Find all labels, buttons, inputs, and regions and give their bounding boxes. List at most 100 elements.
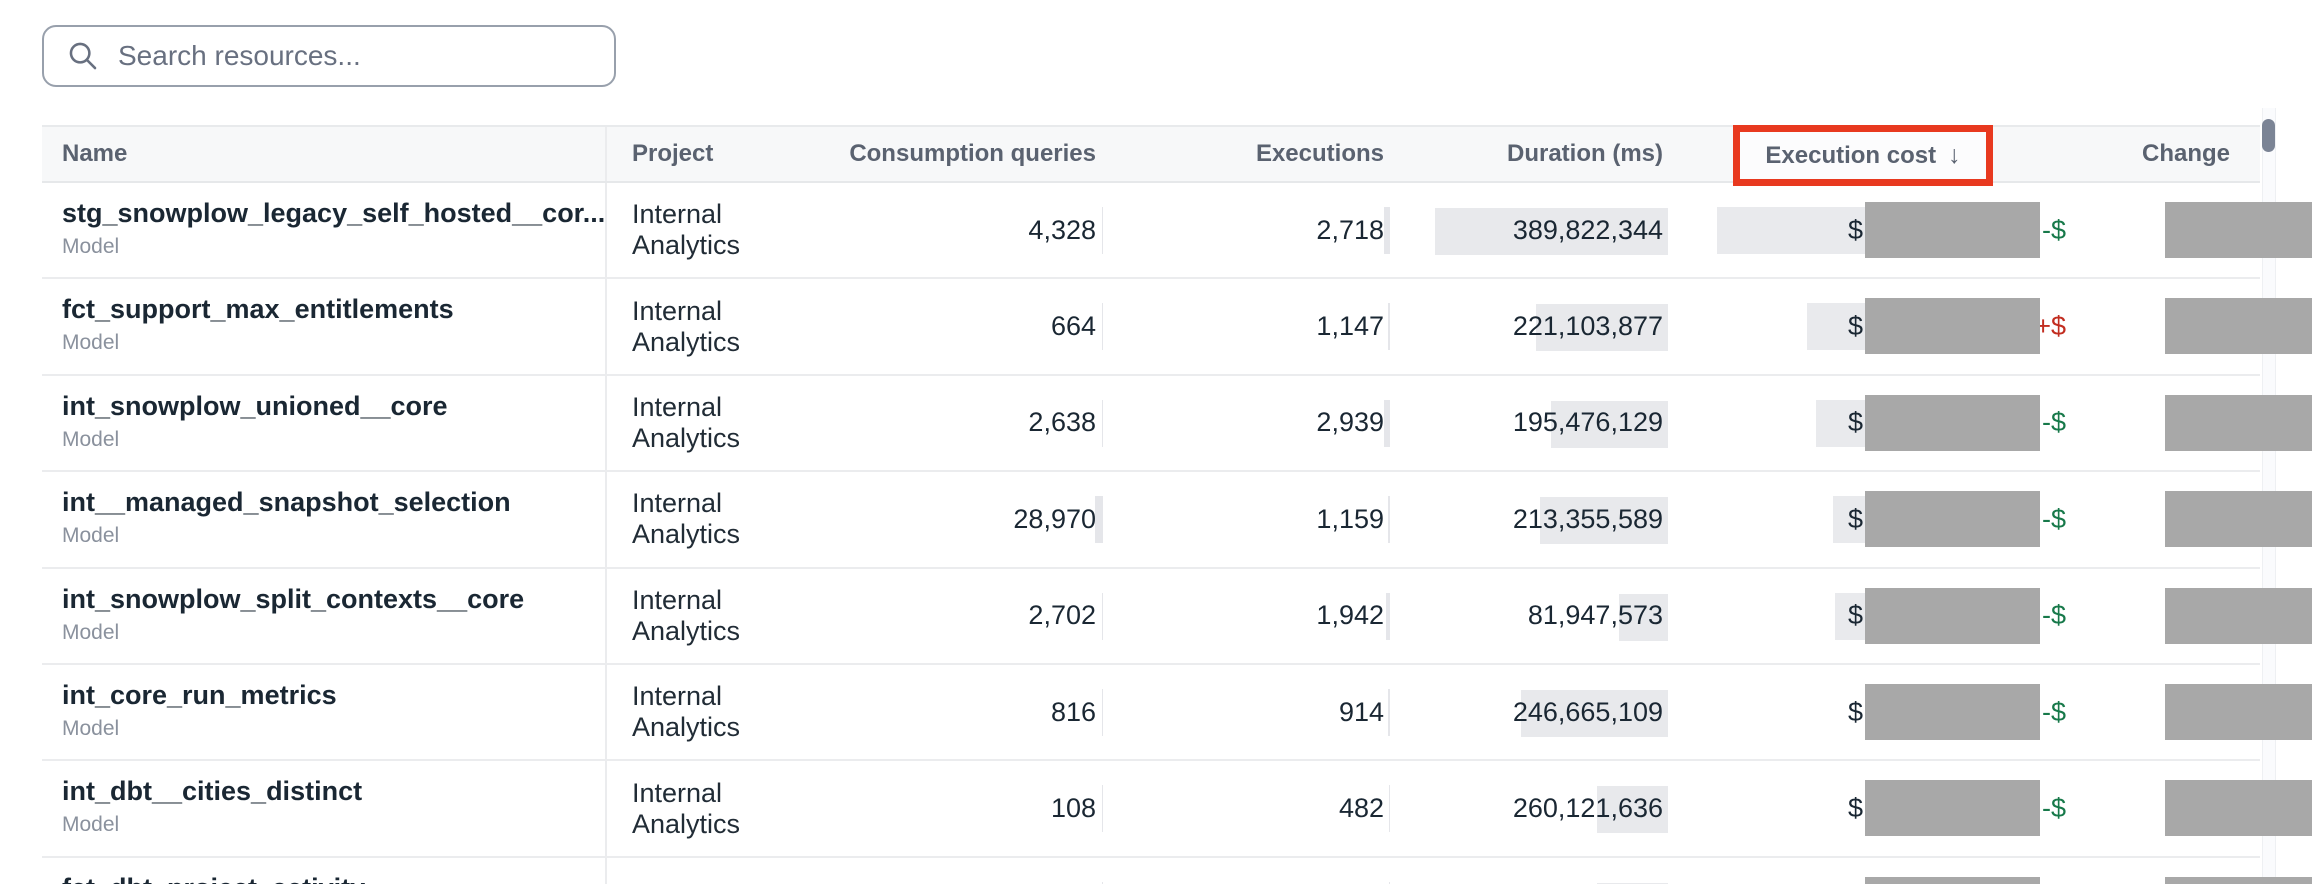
- column-header-name[interactable]: Name: [42, 127, 607, 181]
- change-redaction-overlay: [2165, 491, 2312, 548]
- currency-prefix: $: [1847, 696, 1863, 727]
- consumption-bar: [1102, 207, 1103, 254]
- resource-type-label: Model: [62, 331, 120, 355]
- table-row[interactable]: int_core_run_metrics Model Internal Analyt…: [42, 664, 2312, 762]
- duration-cell: 195,476,129: [1398, 376, 1676, 470]
- duration-cell: [1398, 858, 1676, 884]
- resource-name-link[interactable]: fct_support_max_entitlements: [62, 294, 454, 325]
- consumption-queries-value: 108: [1050, 793, 1096, 824]
- cost-redaction-overlay: [1865, 202, 2040, 258]
- sort-descending-icon: ↓: [1948, 141, 1961, 169]
- duration-cell: 221,103,877: [1398, 279, 1676, 373]
- executions-bar: [1388, 688, 1390, 736]
- resource-name-cell: int_snowplow_unioned__core Model: [42, 375, 607, 471]
- column-header-consumption-queries[interactable]: Consumption queries: [822, 127, 1111, 181]
- resource-type-label: Model: [62, 235, 120, 258]
- table-row[interactable]: int_dbt__cities_distinct Model Internal An…: [42, 761, 2312, 858]
- executions-value: 1,159: [1316, 503, 1384, 534]
- resource-name-link[interactable]: stg_snowplow_legacy_self_hosted__cor...: [62, 198, 606, 228]
- change-redaction-overlay: [2165, 298, 2312, 355]
- duration-cell: 389,822,344: [1398, 183, 1676, 277]
- search-box[interactable]: [42, 25, 616, 87]
- resource-name-link[interactable]: int__managed_snapshot_selection: [62, 487, 511, 518]
- duration-cell: 260,121,636: [1398, 761, 1676, 855]
- column-header-label: Duration (ms): [1507, 140, 1663, 167]
- duration-bar: [1619, 593, 1668, 641]
- executions-value: 914: [1338, 696, 1384, 727]
- resource-name-link[interactable]: fct_dbt_project_activity: [62, 871, 365, 884]
- executions-value: 482: [1338, 793, 1384, 824]
- duration-bar: [1435, 208, 1668, 255]
- currency-prefix: $: [1847, 311, 1863, 342]
- change-sign: -$: [2041, 600, 2066, 631]
- consumption-queries-value: 2,638: [1028, 407, 1096, 438]
- executions-bar: [1388, 303, 1390, 351]
- execution-cost-cell: $: [1676, 569, 2040, 663]
- change-redaction-overlay: [2165, 202, 2312, 258]
- consumption-bar: [1102, 399, 1103, 447]
- column-header-executions[interactable]: Executions: [1111, 127, 1398, 181]
- resource-name-cell: int_core_run_metrics Model: [42, 664, 607, 760]
- consumption-queries-cell: 816: [822, 665, 1111, 759]
- table-row[interactable]: stg_snowplow_legacy_self_hosted__cor... M…: [42, 183, 2312, 280]
- cost-redaction-overlay: [1865, 876, 2040, 884]
- duration-cell: 246,665,109: [1398, 665, 1676, 759]
- change-cell: -$: [1976, 665, 2312, 759]
- change-sign: +$: [2035, 311, 2066, 342]
- duration-value: 213,355,589: [1512, 503, 1663, 534]
- scrollbar-thumb[interactable]: [2262, 119, 2275, 152]
- consumption-queries-cell: 2,638: [822, 376, 1111, 470]
- column-header-duration[interactable]: Duration (ms): [1398, 127, 1676, 181]
- project-cell: Internal Analytics: [607, 183, 822, 277]
- duration-cell: 213,355,589: [1398, 472, 1676, 566]
- duration-bar: [1597, 882, 1668, 884]
- change-redaction-overlay: [2165, 394, 2312, 451]
- table-row[interactable]: int__managed_snapshot_selection Model Inte…: [42, 472, 2312, 569]
- currency-prefix: $: [1847, 793, 1863, 824]
- table-row[interactable]: fct_dbt_project_activity: [42, 857, 2312, 884]
- resource-name-link[interactable]: int_snowplow_split_contexts__core: [62, 583, 525, 614]
- resource-name-link[interactable]: int_core_run_metrics: [62, 679, 337, 710]
- resource-name-link[interactable]: int_dbt__cities_distinct: [62, 776, 363, 807]
- executions-cell: [1111, 858, 1398, 884]
- duration-value: 260,121,636: [1512, 793, 1663, 824]
- project-cell: Internal Analytics: [607, 279, 822, 373]
- consumption-queries-cell: 2,702: [822, 569, 1111, 663]
- column-header-label: Name: [62, 140, 128, 167]
- consumption-queries-value: 2,702: [1028, 600, 1096, 631]
- project-name: Internal Analytics: [632, 295, 741, 357]
- execution-cost-cell: $: [1676, 665, 2040, 759]
- currency-prefix: $: [1847, 407, 1863, 438]
- cost-redaction-overlay: [1865, 683, 2040, 740]
- consumption-queries-cell: [822, 858, 1111, 884]
- column-header-project[interactable]: Project: [607, 127, 822, 181]
- resource-name-cell: int_dbt__cities_distinct Model: [42, 761, 607, 856]
- executions-cell: 1,147: [1111, 279, 1398, 373]
- table-row[interactable]: fct_support_max_entitlements Model Interna…: [42, 279, 2312, 376]
- resource-type-label: Model: [62, 716, 120, 740]
- currency-prefix: $: [1847, 503, 1863, 534]
- execution-cost-cell: $: [1676, 761, 2040, 855]
- duration-bar: [1536, 304, 1668, 352]
- executions-value: 2,718: [1316, 214, 1384, 245]
- resource-type-label: Model: [62, 427, 120, 451]
- executions-cell: 482: [1111, 761, 1398, 855]
- consumption-queries-value: 816: [1050, 696, 1096, 727]
- cost-redaction-overlay: [1865, 298, 2040, 355]
- executions-cell: 1,942: [1111, 569, 1398, 663]
- change-sign: -$: [2041, 407, 2066, 438]
- column-header-change[interactable]: Change: [1976, 127, 2260, 181]
- resource-name-link[interactable]: int_snowplow_unioned__core: [62, 390, 448, 421]
- consumption-bar: [1102, 688, 1103, 736]
- consumption-bar: [1095, 496, 1103, 544]
- execution-cost-cell: $: [1676, 279, 2040, 373]
- column-header-execution-cost[interactable]: Execution cost ↓: [1676, 125, 1993, 186]
- executions-value: 1,942: [1316, 600, 1384, 631]
- search-icon: [69, 42, 97, 70]
- duration-value: 221,103,877: [1512, 311, 1663, 342]
- table-row[interactable]: int_snowplow_unioned__core Model Internal …: [42, 375, 2312, 473]
- change-redaction-overlay: [2165, 780, 2312, 837]
- search-input[interactable]: [116, 39, 600, 73]
- change-redaction-overlay: [2165, 587, 2312, 644]
- table-row[interactable]: int_snowplow_split_contexts__core Model In…: [42, 568, 2312, 665]
